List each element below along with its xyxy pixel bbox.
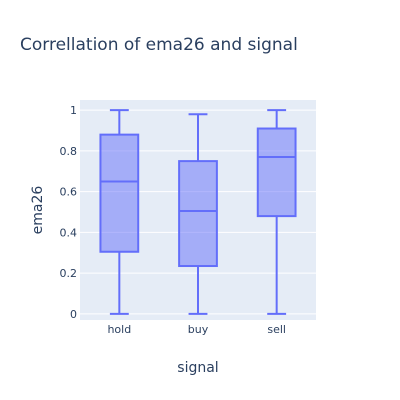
y-tick-label: 0.8 xyxy=(60,145,78,158)
x-axis-ticks: hold buy sell xyxy=(107,323,286,336)
y-tick-label: 0.2 xyxy=(60,267,78,280)
box-sell[interactable] xyxy=(256,109,297,315)
iqr-box xyxy=(178,160,218,268)
x-axis-title: signal xyxy=(177,360,218,376)
x-tick-label: hold xyxy=(107,323,131,336)
box-hold[interactable] xyxy=(99,109,140,315)
y-tick-label: 0.6 xyxy=(60,186,78,199)
x-tick-label: sell xyxy=(267,323,286,336)
x-tick-label: buy xyxy=(188,323,209,336)
box-buy[interactable] xyxy=(178,113,218,315)
iqr-box xyxy=(256,127,297,218)
y-tick-label: 0 xyxy=(70,308,77,321)
iqr-box xyxy=(99,133,140,253)
y-axis-ticks: 0 0.2 0.4 0.6 0.8 1 xyxy=(60,104,78,321)
y-tick-label: 0.4 xyxy=(60,226,78,239)
chart-title: Correllation of ema26 and signal xyxy=(20,35,298,55)
boxes xyxy=(99,109,297,315)
y-tick-label: 1 xyxy=(70,104,77,117)
y-axis-title: ema26 xyxy=(30,186,46,235)
